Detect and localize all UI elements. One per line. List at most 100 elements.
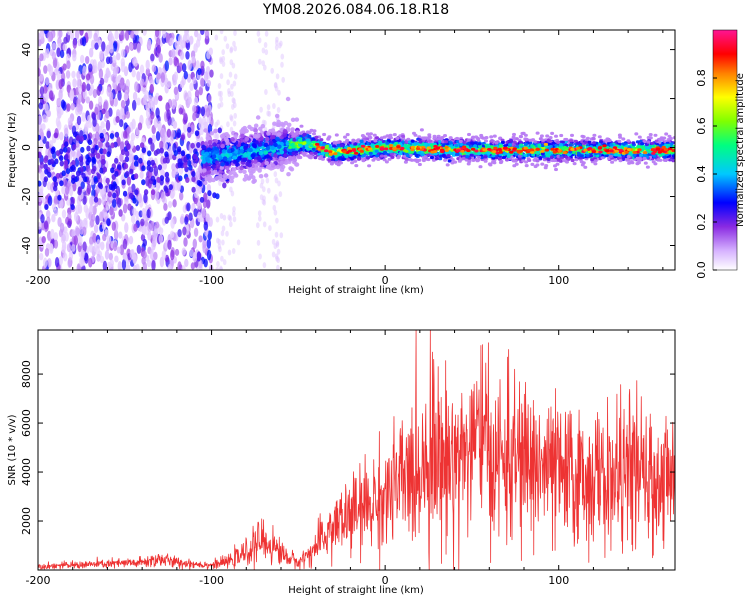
- spectrogram-cell: [198, 86, 203, 96]
- spectrogram-cell: [404, 157, 409, 161]
- spectrogram-cell: [79, 30, 84, 36]
- spectrogram-cell: [279, 232, 284, 239]
- spectrogram-cell: [38, 67, 41, 77]
- spectrogram-cell: [275, 136, 280, 141]
- spectrogram-cell: [554, 134, 558, 138]
- spectrogram-cell: [233, 102, 237, 109]
- spectrogram-cell: [214, 176, 220, 181]
- spectrogram-cell: [235, 162, 240, 167]
- spectrogram-cell: [222, 259, 227, 266]
- spectrogram-cell: [131, 118, 136, 130]
- spectrogram-cell: [59, 199, 64, 209]
- spectrogram-cell: [109, 42, 114, 54]
- spectrogram-cell: [106, 218, 111, 227]
- spectrogram-cell: [146, 120, 151, 129]
- spectrogram-cell: [155, 131, 161, 142]
- spectrogram-cell: [604, 154, 609, 158]
- spectrogram-cell: [38, 188, 44, 198]
- spectrogram-cell: [49, 243, 54, 255]
- spectrogram-cell: [182, 226, 187, 236]
- spectrogram-cell: [253, 123, 259, 128]
- spectrogram-cell: [422, 137, 427, 141]
- spectrogram-cell: [86, 183, 92, 195]
- spectrogram-cell: [279, 121, 285, 127]
- spectrogram-cell: [417, 135, 422, 139]
- spectrogram-cell: [51, 214, 56, 223]
- spectrogram-cell: [89, 47, 94, 58]
- spectrogram-cell: [151, 259, 156, 270]
- spectrogram-cell: [178, 34, 183, 46]
- spectrogram-cell: [242, 157, 248, 162]
- spectrogram-cell: [104, 49, 109, 57]
- spectrogram-cell: [540, 162, 545, 166]
- spectrogram-cell: [268, 225, 272, 232]
- spectrogram-cell: [50, 228, 55, 240]
- spectrogram-cell: [145, 67, 151, 77]
- spectrogram-cell: [112, 41, 118, 52]
- spectrogram-cell: [207, 175, 213, 180]
- spectrogram-cell: [294, 162, 300, 167]
- spectrogram-cell: [139, 171, 144, 179]
- spectrogram-cell: [92, 165, 97, 172]
- spectrogram-cell: [133, 173, 139, 180]
- spectrogram-cell: [150, 159, 155, 166]
- spectrogram-cell: [46, 130, 51, 139]
- spectrogram-cell: [270, 67, 275, 74]
- spectrogram-cell: [132, 254, 137, 263]
- spectrogram-cell: [193, 196, 198, 205]
- spectrogram-cell: [72, 38, 78, 49]
- spectrogram-cell: [199, 196, 205, 203]
- spectrogram-cell: [59, 160, 64, 167]
- spectrogram-cell: [239, 165, 244, 171]
- spectrogram-cell: [645, 165, 650, 169]
- spectrogram-cell: [281, 76, 286, 83]
- spectrogram-cell: [408, 153, 413, 157]
- spectrogram-cell: [89, 84, 95, 92]
- spectrogram-cell: [109, 207, 114, 216]
- spectrogram-cell: [307, 131, 312, 135]
- spectrogram-cell: [80, 249, 86, 259]
- spectrogram-cell: [191, 176, 196, 183]
- spectrogram-cell: [91, 112, 97, 121]
- spectrogram-cell: [286, 122, 292, 128]
- spectrogram-cell: [44, 247, 50, 257]
- spectrogram-cell: [192, 153, 198, 160]
- spectrogram-cell: [86, 145, 91, 152]
- spectrogram-cell: [66, 103, 71, 112]
- spectrogram-cell: [58, 79, 63, 90]
- spectrogram-cell: [239, 149, 244, 154]
- spectrogram-cell: [230, 83, 234, 90]
- spectrogram-cell: [151, 64, 157, 73]
- spectrogram-cell: [249, 126, 255, 132]
- spectrogram-cell: [206, 170, 212, 175]
- spectrogram-cell: [64, 127, 69, 138]
- spectrogram-cell: [172, 199, 177, 208]
- spectrogram-cell: [229, 46, 234, 53]
- spectrogram-cell: [251, 179, 256, 184]
- spectrogram-cell: [129, 192, 134, 199]
- spectrogram-cell: [225, 133, 231, 139]
- spectrogram-cell: [106, 151, 111, 158]
- spectrogram-cell: [150, 111, 155, 120]
- spectrogram-cell: [79, 135, 85, 142]
- spectrogram-cell: [290, 117, 296, 123]
- spectrogram-cell: [343, 135, 347, 139]
- spectrogram-cell: [230, 190, 235, 197]
- spectrogram-cell: [258, 174, 264, 179]
- spectrogram-cell: [111, 221, 117, 231]
- spectrogram-cell: [559, 133, 564, 138]
- spectrogram-cell: [278, 156, 284, 161]
- spectrogram-cell: [105, 119, 111, 131]
- spectrogram-cell: [219, 213, 224, 219]
- spectrogram-cell: [39, 30, 45, 39]
- spectrogram-cell: [116, 109, 121, 118]
- spectrogram-cell: [60, 234, 66, 244]
- spectrogram-cell: [317, 152, 321, 156]
- spectrogram-cell: [97, 139, 103, 149]
- spectrogram-cell: [259, 136, 265, 141]
- spectrogram-cell: [278, 191, 283, 198]
- spectrogram-cell: [232, 206, 236, 213]
- spectrogram-cell: [233, 112, 237, 119]
- spectrogram-cell: [173, 56, 178, 67]
